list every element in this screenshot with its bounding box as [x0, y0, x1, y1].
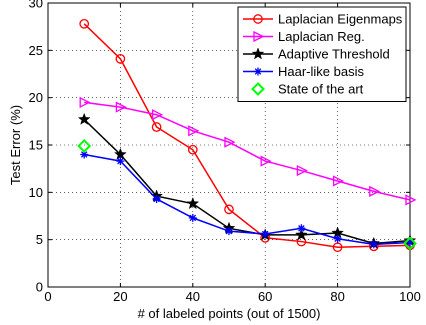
data-point-laplacian-reg-4 [224, 136, 236, 148]
data-point-laplacian-eigenmaps-4 [224, 204, 234, 215]
series-line-adaptive-threshold [83, 118, 411, 245]
legend-label-laplacian-eigenmaps: Laplacian Eigenmaps [278, 12, 403, 27]
data-point-laplacian-reg-9 [405, 194, 417, 206]
series-layer [77, 18, 417, 253]
data-point-state-of-the-art-0 [77, 139, 92, 153]
y-axis-label: Test Error (%) [8, 105, 23, 185]
y-tick-label-2: 10 [29, 185, 43, 200]
data-point-laplacian-eigenmaps-7 [332, 242, 343, 253]
data-point-laplacian-reg-8 [369, 185, 381, 197]
data-point-laplacian-eigenmaps-0 [79, 18, 90, 29]
series-haar-like-basis [80, 150, 414, 249]
legend-entry-haar-like-basis: Haar-like basis [243, 64, 364, 79]
x-tick-label-2: 40 [186, 289, 200, 304]
data-point-haar-like-basis-9 [406, 238, 414, 247]
data-point-haar-like-basis-8 [369, 240, 378, 249]
y-tick-label-6: 30 [29, 0, 43, 11]
legend-marker-adaptive-threshold [251, 47, 265, 60]
x-axis-label: # of labeled points (out of 1500) [138, 306, 321, 321]
legend-label-adaptive-threshold: Adaptive Threshold [278, 47, 390, 62]
x-tick-label-1: 20 [113, 289, 127, 304]
data-point-laplacian-reg-5 [260, 155, 272, 167]
y-tick-label-4: 20 [29, 90, 43, 105]
legend-entry-adaptive-threshold: Adaptive Threshold [243, 47, 390, 62]
data-point-haar-like-basis-0 [80, 150, 89, 159]
legend-label-haar-like-basis: Haar-like basis [278, 64, 364, 79]
y-tick-label-3: 15 [29, 138, 43, 153]
legend-marker-haar-like-basis [254, 67, 262, 76]
data-point-laplacian-reg-3 [188, 125, 200, 137]
data-point-haar-like-basis-7 [333, 234, 342, 243]
legend-marker-laplacian-eigenmaps [253, 14, 263, 24]
y-tick-label-5: 25 [29, 43, 43, 58]
data-point-adaptive-threshold-1 [114, 147, 127, 160]
legend-entry-laplacian-reg: Laplacian Reg. [243, 29, 365, 44]
data-point-laplacian-reg-1 [115, 101, 127, 113]
x-tick-label-0: 0 [44, 289, 51, 304]
data-point-laplacian-reg-6 [296, 165, 308, 177]
series-laplacian-reg [79, 96, 417, 206]
data-point-haar-like-basis-6 [297, 224, 306, 233]
y-tick-label-0: 0 [36, 280, 43, 295]
data-point-laplacian-eigenmaps-3 [187, 144, 198, 155]
legend-label-laplacian-reg: Laplacian Reg. [278, 29, 365, 44]
data-point-laplacian-eigenmaps-1 [115, 54, 126, 64]
legend-entry-laplacian-eigenmaps: Laplacian Eigenmaps [243, 12, 403, 27]
x-tick-label-5: 100 [399, 289, 421, 304]
data-point-haar-like-basis-4 [225, 227, 233, 236]
legend: Laplacian Eigenmaps Laplacian Reg. Adaptiv… [237, 6, 407, 102]
data-point-state-of-the-art-1 [403, 236, 417, 251]
data-point-haar-like-basis-1 [116, 157, 125, 166]
x-tick-label-3: 60 [258, 289, 272, 304]
series-line-haar-like-basis [84, 153, 411, 246]
data-point-adaptive-threshold-0 [77, 112, 91, 125]
legend-label-state-of-the-art: State of the art [278, 82, 364, 97]
y-tick-label-1: 5 [36, 232, 43, 247]
x-tick-label-4: 80 [330, 289, 344, 304]
data-point-adaptive-threshold-6 [295, 228, 308, 241]
data-point-adaptive-threshold-3 [186, 196, 200, 210]
axes: 0 20 40 60 80 100 0 5 10 15 20 25 30 [29, 0, 421, 304]
data-point-haar-like-basis-5 [261, 229, 270, 238]
data-point-laplacian-reg-0 [79, 96, 91, 108]
data-point-laplacian-reg-2 [151, 109, 164, 121]
data-point-haar-like-basis-2 [152, 194, 161, 203]
data-point-laplacian-eigenmaps-2 [151, 122, 162, 132]
legend-entry-state-of-the-art: State of the art [251, 82, 364, 97]
data-point-laplacian-reg-7 [332, 175, 345, 187]
legend-marker-laplacian-reg [253, 30, 265, 43]
series-state-of-the-art [77, 139, 417, 251]
data-point-haar-like-basis-3 [188, 213, 197, 222]
legend-marker-state-of-the-art [251, 82, 265, 96]
series-line-laplacian-eigenmaps [83, 23, 411, 248]
series-line-laplacian-reg [84, 101, 411, 201]
